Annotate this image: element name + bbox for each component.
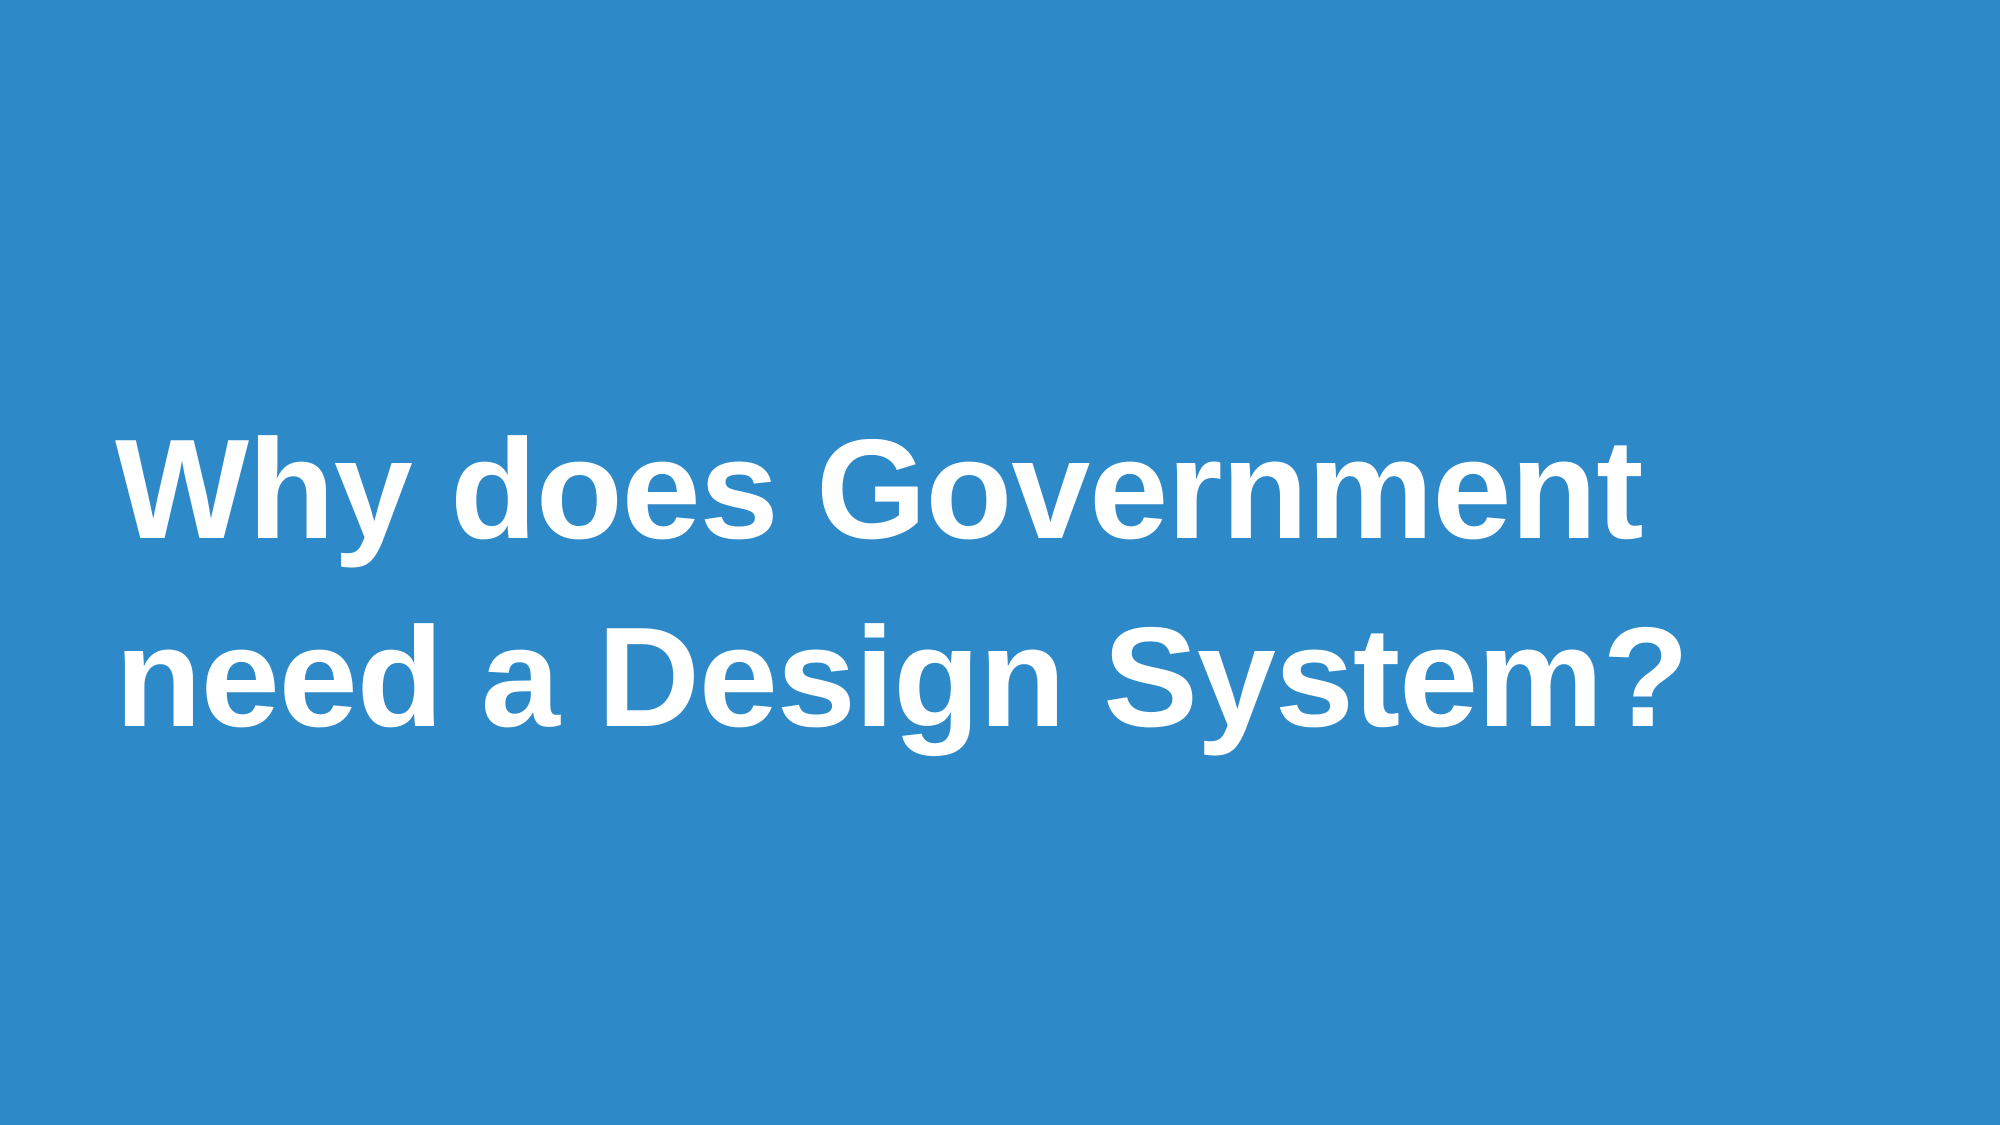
slide-title-line-1: Why does Government [115, 410, 1643, 569]
slide-title: Why does Government need a Design System… [115, 396, 1915, 772]
slide-title-line-2: need a Design System? [115, 598, 1689, 757]
